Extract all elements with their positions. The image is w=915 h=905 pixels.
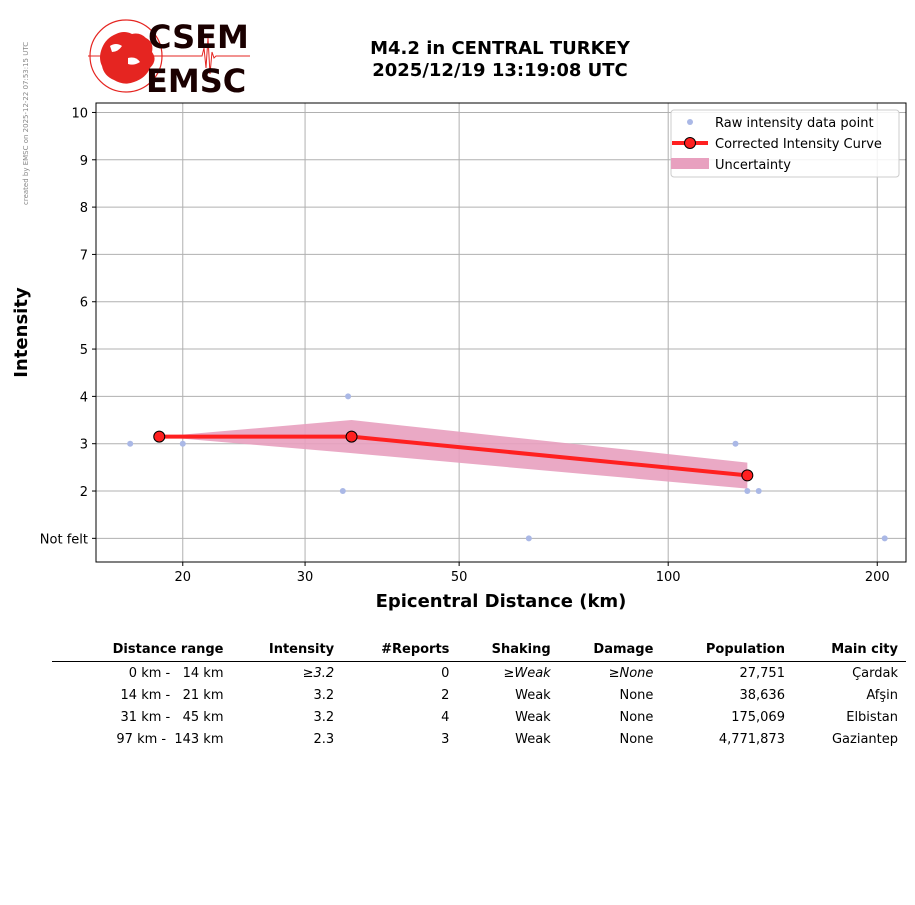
- intensity-curve-point: [345, 430, 358, 443]
- cell-population: 4,771,873: [718, 732, 785, 747]
- cell-damage: None: [619, 688, 654, 703]
- cell-population: 38,636: [739, 688, 785, 703]
- y-tick-label: 10: [71, 106, 88, 121]
- uncertainty-band: [159, 420, 748, 489]
- table-row: 97 km - 143 km 2.3 3 Weak None 4,771,873…: [52, 728, 906, 750]
- y-tick-label: 9: [80, 154, 88, 169]
- raw-data-point: [345, 393, 352, 400]
- cell-shaking: Weak: [515, 710, 551, 725]
- legend-curve-marker: [684, 137, 696, 149]
- cell-distance: 31 km - 45 km: [120, 710, 224, 725]
- y-tick-label: 6: [80, 296, 88, 311]
- intensity-curve: [153, 430, 754, 482]
- axis-ticks: 20 30 50 100 200 Not felt 2 3 4 5 6 7 8 9 10: [40, 106, 890, 585]
- legend: Raw intensity data point Corrected Inten…: [670, 109, 900, 178]
- raw-data-point: [881, 535, 888, 542]
- cell-distance: 97 km - 143 km: [116, 732, 224, 747]
- x-tick-label: 100: [656, 570, 681, 585]
- header-intensity: Intensity: [231, 640, 343, 662]
- cell-distance: 0 km - 14 km: [128, 666, 224, 681]
- cell-shaking: Weak: [515, 732, 551, 747]
- x-tick-label: 200: [865, 570, 890, 585]
- table-row: 0 km - 14 km ≥3.2 0 ≥Weak ≥None 27,751 Ç…: [52, 662, 906, 685]
- cell-intensity: ≥3.2: [302, 666, 335, 681]
- header-main-city: Main city: [792, 640, 906, 662]
- cell-city: Afşin: [866, 688, 898, 703]
- y-tick-label: 3: [80, 438, 88, 453]
- y-tick-label: 5: [80, 343, 88, 358]
- header-population: Population: [661, 640, 793, 662]
- cell-reports: 3: [441, 732, 450, 747]
- x-axis-label: Epicentral Distance (km): [376, 591, 627, 612]
- cell-intensity: 3.2: [313, 688, 335, 703]
- legend-uncertainty-label: Uncertainty: [715, 158, 791, 173]
- raw-data-point: [525, 535, 532, 542]
- logo-text-emsc: EMSC: [146, 62, 246, 98]
- legend-raw-marker: [687, 119, 693, 125]
- legend-curve-label: Corrected Intensity Curve: [715, 137, 882, 152]
- y-tick-label: 2: [80, 485, 88, 500]
- plot-frame: [95, 102, 907, 563]
- csem-emsc-logo: CSEM EMSC: [88, 18, 250, 98]
- cell-reports: 4: [441, 710, 450, 725]
- cell-city: Elbistan: [846, 710, 898, 725]
- title-line-1: M4.2 in CENTRAL TURKEY: [370, 38, 630, 59]
- cell-population: 175,069: [731, 710, 785, 725]
- header-damage: Damage: [558, 640, 662, 662]
- cell-reports: 0: [441, 666, 450, 681]
- y-axis-label: Intensity: [11, 287, 32, 378]
- cell-intensity: 3.2: [313, 710, 335, 725]
- raw-data-point: [744, 488, 751, 495]
- header-reports: #Reports: [342, 640, 458, 662]
- title-line-2: 2025/12/19 13:19:08 UTC: [372, 60, 628, 81]
- cell-shaking: Weak: [515, 688, 551, 703]
- raw-data-point: [755, 488, 762, 495]
- x-tick-label: 20: [174, 570, 191, 585]
- legend-raw-label: Raw intensity data point: [715, 116, 874, 131]
- intensity-curve-point: [741, 469, 754, 482]
- raw-data-point: [127, 440, 134, 447]
- europe-map-seismogram-logo: [88, 19, 250, 93]
- header-distance: Distance range: [52, 640, 232, 662]
- cell-damage: None: [619, 710, 654, 725]
- intensity-chart: 20 30 50 100 200 Not felt 2 3 4 5 6 7 8 9 10 Epicentra…: [11, 102, 907, 612]
- y-tick-label: 7: [80, 248, 88, 263]
- raw-data-point: [339, 488, 346, 495]
- chart-title: M4.2 in CENTRAL TURKEY 2025/12/19 13:19:…: [300, 38, 700, 82]
- y-tick-label: 4: [80, 390, 88, 405]
- table-row: 31 km - 45 km 3.2 4 Weak None 175,069 El…: [52, 706, 906, 728]
- raw-data-point: [179, 440, 186, 447]
- legend-uncertainty-swatch: [671, 158, 709, 169]
- intensity-curve-point: [153, 430, 166, 443]
- raw-points: [127, 393, 888, 542]
- x-tick-label: 30: [297, 570, 314, 585]
- logo-text-csem: CSEM: [148, 18, 249, 56]
- cell-shaking: ≥Weak: [503, 666, 551, 681]
- cell-city: Gaziantep: [831, 732, 898, 747]
- intensity-table: Distance range Intensity #Reports Shakin…: [52, 640, 906, 750]
- table-row: 14 km - 21 km 3.2 2 Weak None 38,636 Afş…: [52, 684, 906, 706]
- table-header-row: Distance range Intensity #Reports Shakin…: [52, 640, 906, 662]
- cell-population: 27,751: [739, 666, 785, 681]
- x-tick-label: 50: [451, 570, 468, 585]
- cell-damage: ≥None: [608, 666, 654, 681]
- cell-distance: 14 km - 21 km: [120, 688, 224, 703]
- y-tick-label: Not felt: [40, 532, 88, 547]
- cell-reports: 2: [441, 688, 450, 703]
- legend-box: [670, 109, 900, 178]
- cell-city: Çardak: [852, 666, 898, 681]
- cell-intensity: 2.3: [313, 732, 335, 747]
- cell-damage: None: [619, 732, 654, 747]
- header-shaking: Shaking: [457, 640, 559, 662]
- raw-data-point: [732, 440, 739, 447]
- uncertainty-area: [159, 420, 748, 489]
- y-tick-label: 8: [80, 201, 88, 216]
